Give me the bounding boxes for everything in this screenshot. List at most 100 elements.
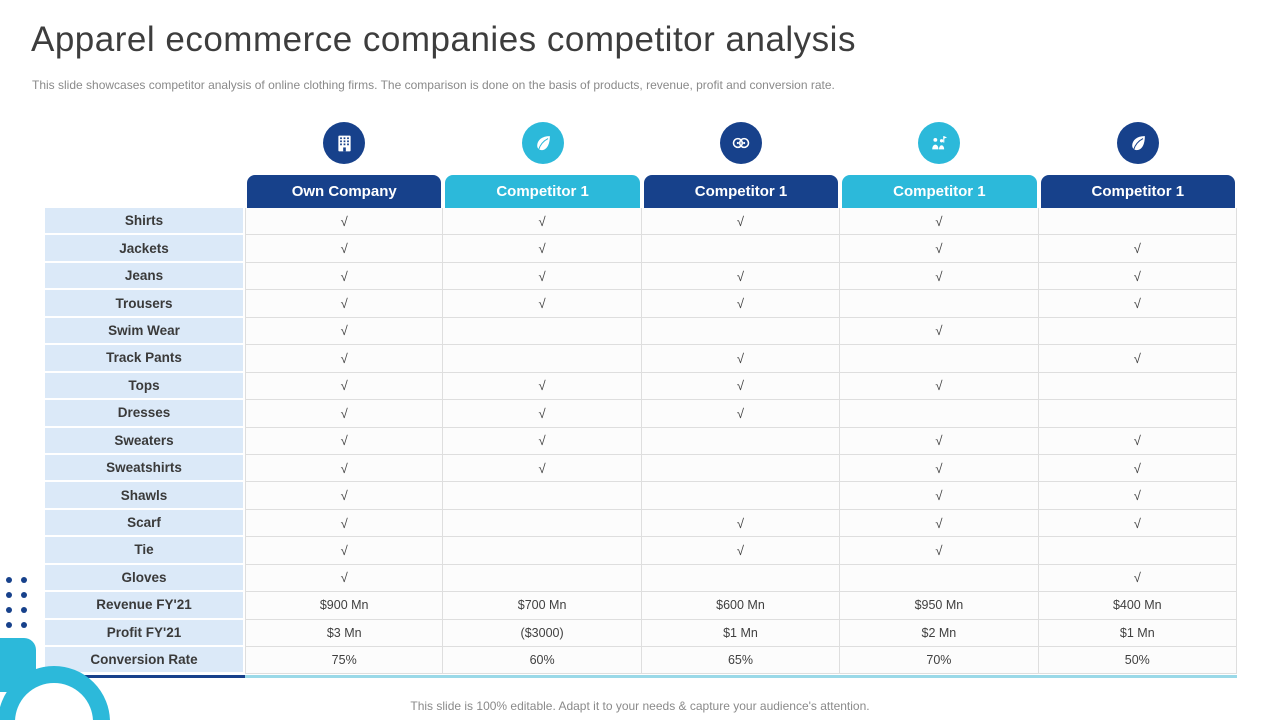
icon-cell xyxy=(443,122,641,164)
table-cell: √ xyxy=(840,262,1039,291)
table-cell: √ xyxy=(1038,262,1237,291)
table-cell: $900 Mn xyxy=(245,592,444,620)
table-cell: √ xyxy=(443,454,642,483)
table-row: Trousers √ √ √ √ xyxy=(45,290,1237,318)
table-cell: √ xyxy=(245,537,444,565)
decorative-dot-grid xyxy=(6,577,27,628)
table-row: Revenue FY'21 $900 Mn $700 Mn $600 Mn $950 M… xyxy=(45,592,1237,620)
row-label: Gloves xyxy=(45,564,245,593)
table-row: Shawls √ √ √ xyxy=(45,482,1237,510)
column-header: Own Company xyxy=(247,175,442,208)
table-cell: $2 Mn xyxy=(840,619,1039,647)
row-label: Profit FY'21 xyxy=(45,619,245,647)
table-cell xyxy=(443,537,642,565)
table-cell: $950 Mn xyxy=(840,592,1039,620)
table-cell: √ xyxy=(245,482,444,510)
table-cell xyxy=(1038,372,1237,401)
table-row: Tie √ √ √ xyxy=(45,537,1237,565)
table-cell xyxy=(840,290,1039,318)
table-cell: √ xyxy=(1038,290,1237,318)
table-cell: √ xyxy=(641,509,841,538)
table-cell: √ xyxy=(443,290,642,318)
row-label: Tops xyxy=(45,372,245,401)
slide-subtitle: This slide showcases competitor analysis… xyxy=(32,78,835,92)
leaf-icon xyxy=(521,122,564,164)
table-row: Jeans √ √ √ √ √ xyxy=(45,262,1237,291)
table-cell: √ xyxy=(245,290,444,318)
icon-cell xyxy=(840,122,1038,164)
column-header: Competitor 1 xyxy=(445,175,640,208)
table-row: Gloves √ √ xyxy=(45,564,1237,593)
table-cell: √ xyxy=(1038,454,1237,483)
company-icons-row xyxy=(45,121,1237,165)
table-row: Conversion Rate 75% 60% 65% 70% 50% xyxy=(45,647,1237,675)
row-label: Revenue FY'21 xyxy=(45,592,245,620)
table-cell: √ xyxy=(245,317,444,346)
table-cell: 65% xyxy=(641,647,841,675)
table-cell xyxy=(840,345,1039,373)
table-cell: √ xyxy=(1038,509,1237,538)
table-cell: √ xyxy=(443,208,642,236)
table-cell: √ xyxy=(840,235,1039,263)
table-cell: √ xyxy=(245,372,444,401)
table-cell: √ xyxy=(840,427,1039,455)
row-label: Scarf xyxy=(45,509,245,538)
table-cell: 50% xyxy=(1038,647,1237,675)
table-cell: ($3000) xyxy=(443,619,642,647)
table-cell: $700 Mn xyxy=(443,592,642,620)
table-row: Dresses √ √ √ xyxy=(45,400,1237,428)
table-cell xyxy=(443,345,642,373)
row-label: Tie xyxy=(45,537,245,565)
column-header: Competitor 1 xyxy=(1040,175,1235,208)
table-cell: √ xyxy=(245,400,444,428)
table-row: Jackets √ √ √ √ xyxy=(45,235,1237,263)
table-row: Track Pants √ √ √ xyxy=(45,345,1237,373)
table-cell: √ xyxy=(840,482,1039,510)
leaf-icon xyxy=(1116,122,1159,164)
table-row: Tops √ √ √ √ xyxy=(45,372,1237,401)
table-cell xyxy=(641,427,841,455)
table-cell: √ xyxy=(840,208,1039,236)
table-cell: 75% xyxy=(245,647,444,675)
competitor-table: Shirts √ √ √ √ Jackets √ √ √ √ Jeans √ √ √ √ √ Trousers √… xyxy=(45,208,1237,675)
table-cell xyxy=(443,482,642,510)
table-cell xyxy=(641,235,841,263)
table-cell: √ xyxy=(641,290,841,318)
icon-cell xyxy=(245,122,443,164)
table-cell: √ xyxy=(245,454,444,483)
table-cell: √ xyxy=(1038,345,1237,373)
row-label: Conversion Rate xyxy=(45,647,245,675)
table-cell: √ xyxy=(840,317,1039,346)
table-cell xyxy=(641,454,841,483)
table-cell: √ xyxy=(245,235,444,263)
table-cell: √ xyxy=(443,372,642,401)
table-header-row: Own Company Competitor 1 Competitor 1 Compe… xyxy=(45,175,1237,208)
table-cell: √ xyxy=(641,345,841,373)
table-cell: √ xyxy=(840,372,1039,401)
row-label: Track Pants xyxy=(45,345,245,373)
row-label: Trousers xyxy=(45,290,245,318)
table-cell: √ xyxy=(840,454,1039,483)
table-cell: √ xyxy=(641,372,841,401)
table-cell xyxy=(1038,537,1237,565)
column-header: Competitor 1 xyxy=(842,175,1037,208)
column-header: Competitor 1 xyxy=(643,175,839,208)
partnership-icon xyxy=(719,122,762,164)
table-cell: $3 Mn xyxy=(245,619,444,647)
table-cell: √ xyxy=(443,400,642,428)
table-cell xyxy=(641,317,841,346)
table-cell: $600 Mn xyxy=(641,592,841,620)
table-cell: √ xyxy=(443,262,642,291)
table-bottom-border xyxy=(45,675,1237,678)
table-cell xyxy=(443,317,642,346)
table-cell: √ xyxy=(245,262,444,291)
table-cell: √ xyxy=(245,509,444,538)
bottom-border-cyan-segment xyxy=(245,675,1237,678)
table-row: Sweaters √ √ √ √ xyxy=(45,427,1237,455)
bottom-border-dark-segment xyxy=(45,675,245,678)
table-row: Scarf √ √ √ √ xyxy=(45,509,1237,538)
table-cell xyxy=(1038,317,1237,346)
row-label: Sweatshirts xyxy=(45,454,245,483)
header-row-spacer xyxy=(45,175,245,208)
